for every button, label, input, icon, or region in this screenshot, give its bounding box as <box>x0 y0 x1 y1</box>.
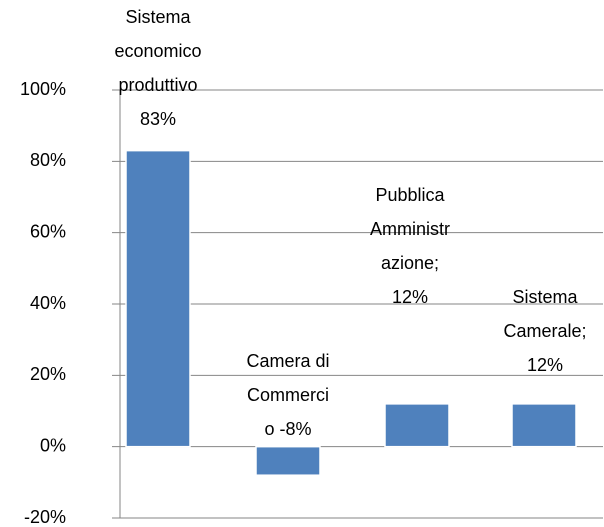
data-label: economico <box>114 41 201 61</box>
data-label: 83% <box>140 109 176 129</box>
y-tick-label: 0% <box>40 435 66 455</box>
data-label: 12% <box>527 355 563 375</box>
y-tick-label: 100% <box>20 79 66 99</box>
data-label: Amministr <box>370 219 450 239</box>
y-tick-label: 80% <box>30 150 66 170</box>
data-label: azione; <box>381 253 439 273</box>
data-label: Commerci <box>247 385 329 405</box>
data-label: o -8% <box>264 419 311 439</box>
y-tick-label: 20% <box>30 364 66 384</box>
bar <box>384 403 450 448</box>
bar <box>255 445 321 476</box>
bar <box>125 149 191 448</box>
data-label: Camerale; <box>503 321 586 341</box>
data-label: Sistema <box>125 7 191 27</box>
data-label: 12% <box>392 287 428 307</box>
y-tick-label: 60% <box>30 221 66 241</box>
data-label: Sistema <box>512 287 578 307</box>
data-label: Pubblica <box>375 185 445 205</box>
data-label: Camera di <box>246 351 329 371</box>
bar <box>511 403 577 448</box>
data-label: produttivo <box>118 75 197 95</box>
y-tick-label: 40% <box>30 293 66 313</box>
y-tick-label: -20% <box>24 507 66 527</box>
